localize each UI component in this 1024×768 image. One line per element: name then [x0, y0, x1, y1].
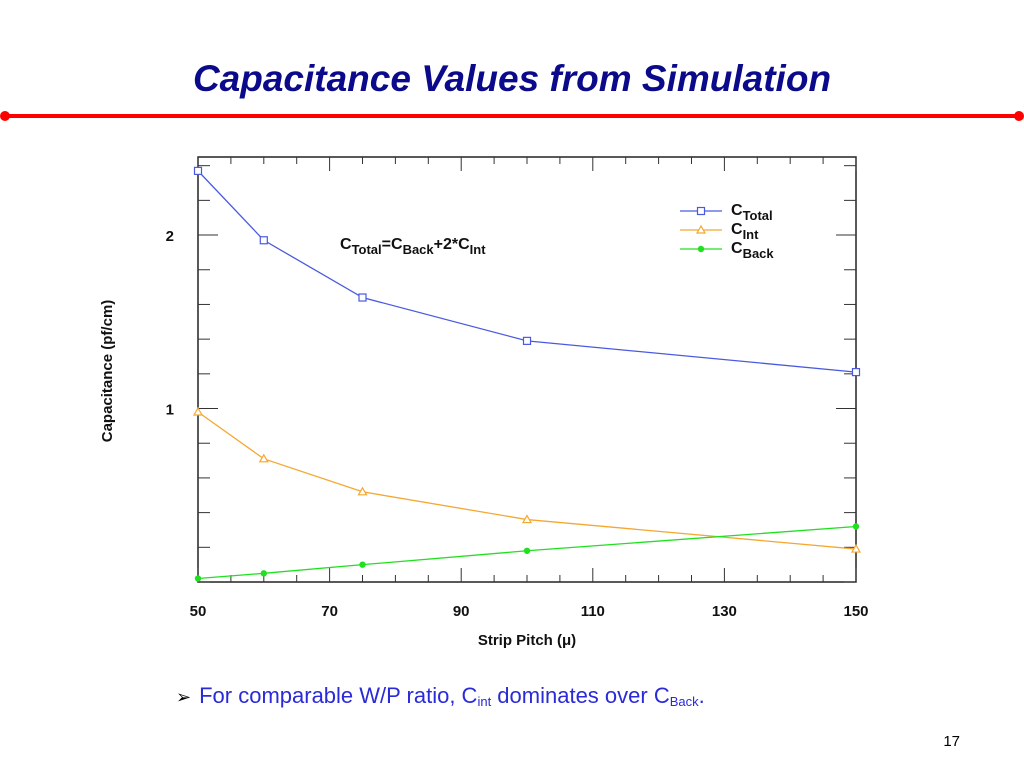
page-number: 17	[943, 733, 960, 750]
y-axis-label: Capacitance (pf/cm)	[99, 300, 116, 443]
legend-label: CInt	[731, 221, 759, 242]
bullet-point: ➢ For comparable W/P ratio, Cint dominate…	[176, 683, 936, 709]
data-point-dot	[523, 547, 531, 554]
y-tick-label: 1	[166, 402, 174, 419]
y-tick-labels: 12	[166, 228, 174, 418]
x-tick-label: 90	[453, 603, 470, 620]
bullet-sub-back: Back	[669, 694, 699, 709]
x-tick-label: 70	[321, 603, 338, 620]
divider-left-dot	[0, 111, 10, 121]
y-tick-label: 2	[166, 228, 174, 245]
data-point-triangle	[258, 453, 269, 463]
data-point-square	[193, 166, 203, 175]
bullet-text-3: .	[698, 683, 705, 708]
data-point-square	[696, 206, 706, 216]
data-point-triangle	[521, 514, 533, 524]
data-point-triangle	[695, 224, 707, 234]
data-point-dot	[852, 523, 860, 530]
data-point-dot	[260, 570, 267, 577]
legend-label: CBack	[731, 240, 774, 261]
data-point-triangle	[357, 486, 368, 496]
formula-annotation: CTotal=CBack+2*CInt	[340, 236, 486, 257]
x-axis-label: Strip Pitch (μ)	[478, 632, 576, 649]
legend-label: CTotal	[731, 202, 773, 223]
bullet-text-2: dominates over C	[491, 683, 670, 708]
data-point-dot	[194, 575, 202, 582]
x-tick-label: 110	[581, 603, 605, 620]
data-point-square	[358, 293, 367, 302]
x-tick-label: 150	[843, 603, 868, 620]
slide-title: Capacitance Values from Simulation	[192, 58, 832, 99]
bullet-text-1: For comparable W/P ratio, C	[199, 683, 478, 708]
data-point-square	[259, 236, 268, 245]
data-point-square	[851, 368, 861, 377]
divider-right-dot	[1014, 111, 1024, 121]
series-layer	[192, 166, 862, 582]
x-tick-label: 50	[190, 603, 207, 620]
data-point-triangle	[850, 543, 862, 553]
x-tick-label: 130	[712, 603, 737, 620]
x-tick-labels: 50 70 90 110 130 150	[190, 603, 869, 620]
data-point-dot	[359, 561, 366, 568]
bullet-sub-int: int	[477, 694, 492, 709]
arrow-bullet-icon: ➢	[176, 687, 192, 707]
data-point-dot	[697, 245, 705, 253]
title-divider	[0, 111, 1024, 121]
data-point-square	[522, 336, 532, 345]
data-point-triangle	[192, 406, 204, 416]
